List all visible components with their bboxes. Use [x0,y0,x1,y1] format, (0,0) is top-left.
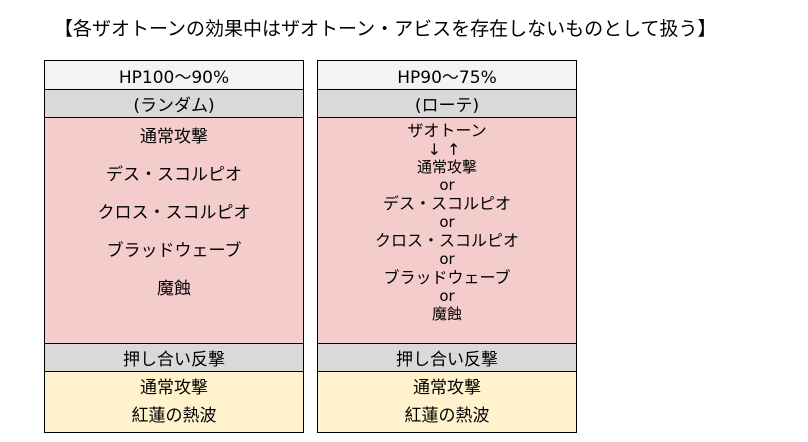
rotation-list: ザオトーン ↓↑ 通常攻撃 or デス・スコルピオ or クロス・スコルピオ o… [318,118,576,344]
or-separator: or [439,287,455,305]
counter-item: 通常攻撃 [413,378,481,398]
action-item: 通常攻撃 [140,127,208,147]
action-item: 魔蝕 [431,305,462,323]
action-item: 魔蝕 [157,279,191,299]
push-counter-header: 押し合い反撃 [45,344,303,372]
or-separator: or [439,176,455,194]
rotation-first-action: ザオトーン [407,121,487,140]
action-item: ブラッドウェーブ [383,268,511,287]
push-counter-header: 押し合い反撃 [318,344,576,372]
or-separator: or [439,213,455,231]
counter-item: 紅蓮の熱波 [404,406,490,426]
phase-column-hp90-75: HP90～75% (ローテ) ザオトーン ↓↑ 通常攻撃 or デス・スコルピオ… [317,60,577,433]
counter-list: 通常攻撃 紅蓮の熱波 [45,372,303,432]
hp-range-header: HP90～75% [318,61,576,90]
phase-column-hp100-90: HP100～90% (ランダム) 通常攻撃 デス・スコルピオ クロス・スコルピオ… [44,60,304,433]
action-item: クロス・スコルピオ [97,203,251,223]
rotation-arrows-icon: ↓↑ [427,140,467,159]
action-item: クロス・スコルピオ [374,231,519,250]
mode-label: (ローテ) [318,90,576,118]
action-item: デス・スコルピオ [382,194,511,213]
counter-list: 通常攻撃 紅蓮の熱波 [318,372,576,432]
hp-range-header: HP100～90% [45,61,303,90]
action-list: 通常攻撃 デス・スコルピオ クロス・スコルピオ ブラッドウェーブ 魔蝕 [45,118,303,344]
counter-item: 紅蓮の熱波 [131,406,217,426]
action-item: ブラッドウェーブ [106,241,242,261]
action-item: デス・スコルピオ [106,165,242,185]
mode-label: (ランダム) [45,90,303,118]
counter-item: 通常攻撃 [140,378,208,398]
or-separator: or [439,250,455,268]
page-title: 【各ザオトーンの効果中はザオトーン・アビスを存在しないものとして扱う】 [54,18,717,40]
action-item: 通常攻撃 [416,158,477,176]
